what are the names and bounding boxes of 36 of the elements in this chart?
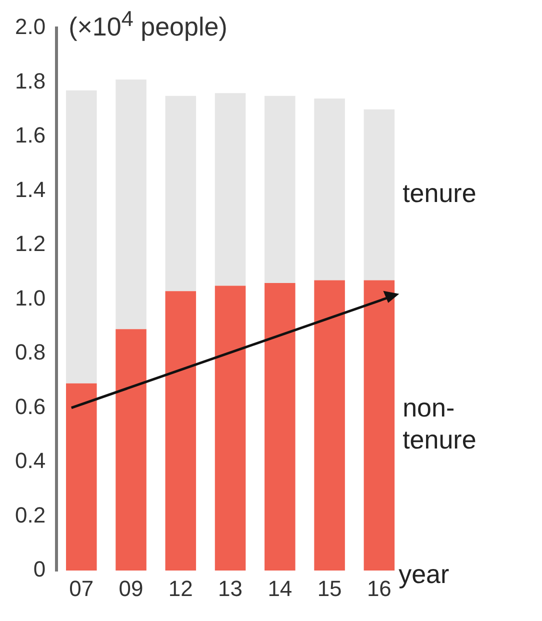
y-tick-label: 1.0 [14, 285, 46, 310]
bar [314, 98, 345, 280]
bar [264, 283, 296, 571]
y-tick-label: 0.6 [14, 394, 46, 419]
y-tick-label: 1.2 [14, 231, 46, 256]
x-tick-label: 16 [366, 576, 392, 601]
bar [66, 383, 97, 571]
bar [116, 329, 146, 571]
y-tick-label: 0.2 [14, 502, 46, 528]
bar [116, 80, 146, 330]
bar [314, 280, 345, 571]
bar [214, 286, 246, 571]
series-label: non-tenure [402, 392, 476, 455]
y-tick-label: 0.4 [14, 448, 46, 474]
y-tick-label: 1.8 [14, 68, 46, 94]
x-axis-title: year [398, 558, 450, 589]
y-tick-label: 0.8 [14, 340, 46, 365]
y-axis-title: (×10$^{4}$ people) [68, 6, 228, 43]
bar [364, 109, 395, 280]
x-tick-label: 14 [268, 576, 292, 601]
y-tick-label: 1.4 [14, 176, 46, 202]
series-label: tenure [402, 178, 476, 208]
bar [165, 291, 196, 571]
y-tick-label: 2.0 [14, 14, 46, 40]
bar [364, 280, 395, 571]
x-tick-label: 15 [317, 576, 342, 601]
x-tick-label: 12 [168, 576, 193, 601]
bar [264, 96, 296, 284]
bar [165, 96, 196, 292]
x-tick-label: 07 [69, 576, 94, 601]
y-tick-label: 0 [33, 556, 46, 582]
x-tick-label: 13 [218, 576, 243, 601]
bar [214, 93, 246, 286]
y-tick-label: 1.6 [14, 122, 46, 148]
x-tick-label: 09 [118, 576, 144, 601]
bar [66, 90, 97, 384]
